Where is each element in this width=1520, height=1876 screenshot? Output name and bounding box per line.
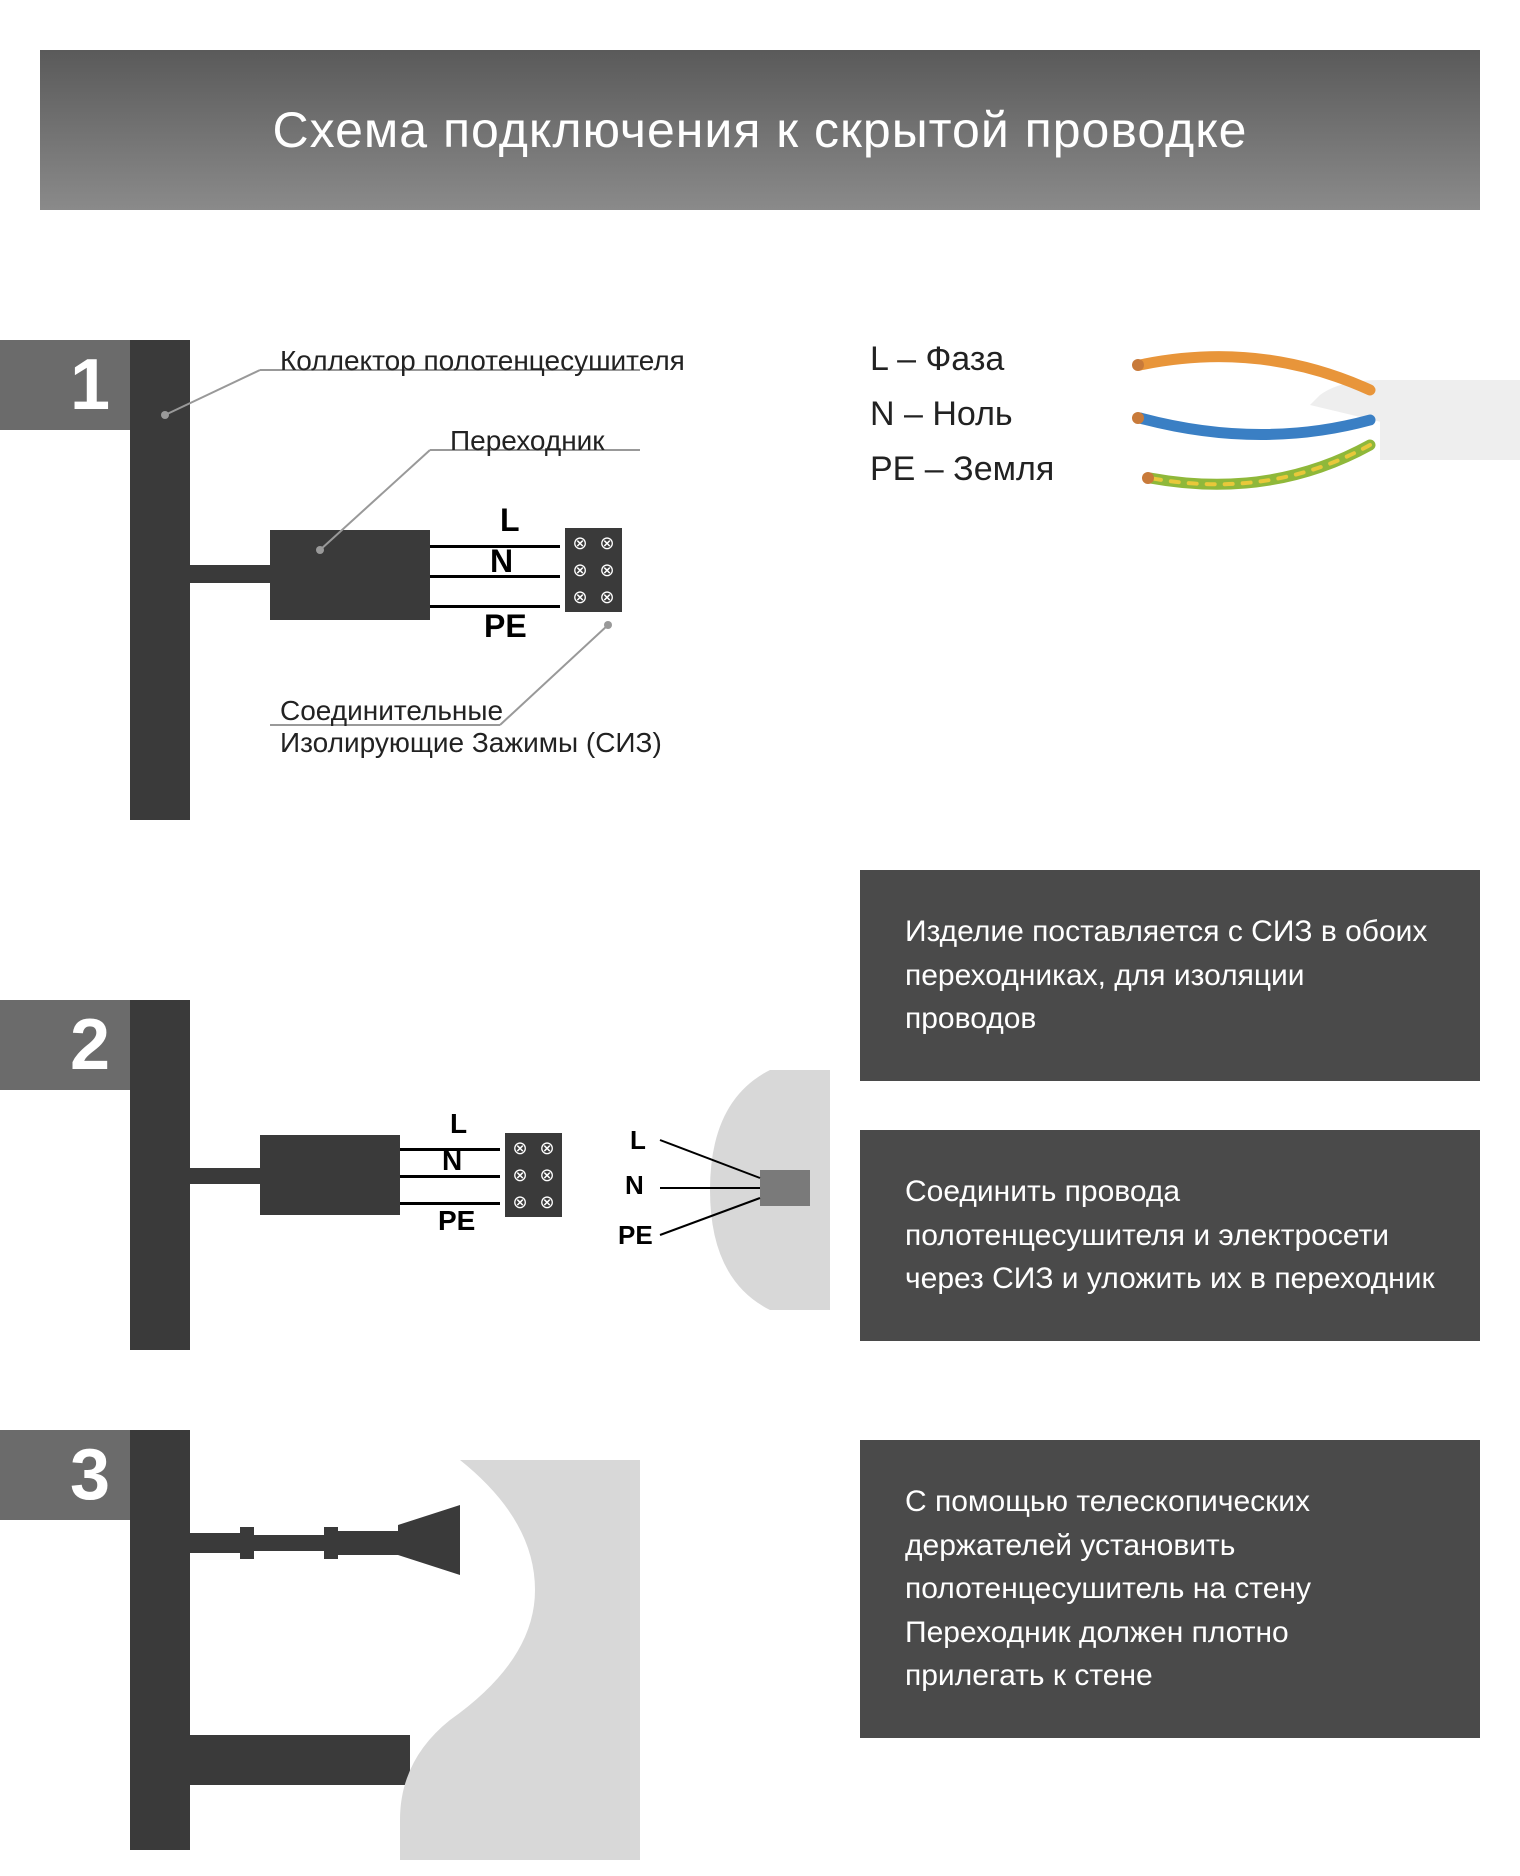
wire-label-N-1: N	[490, 543, 513, 580]
legend-N: N – Ноль	[870, 395, 1013, 434]
wire-label-PE-2: PE	[438, 1205, 475, 1237]
info-box-2: Соединить провода полотенцесушителя и эл…	[860, 1130, 1480, 1341]
connector-rod-1	[190, 565, 270, 583]
collector-bar-2	[130, 1000, 190, 1350]
step-badge-1: 1	[0, 340, 130, 430]
collector-bar-3	[130, 1430, 190, 1850]
collector-bar-1	[130, 340, 190, 820]
header-bar: Схема подключения к скрытой проводке	[40, 50, 1480, 210]
cable-illustration	[1080, 310, 1520, 530]
info-box-1: Изделие поставляется с СИЗ в обоих перех…	[860, 870, 1480, 1081]
step-num-3: 3	[70, 1434, 110, 1516]
step-num-2: 2	[70, 1004, 110, 1086]
step-num-1: 1	[70, 344, 110, 426]
wire-label-PE-1: PE	[484, 608, 527, 645]
wire-label-N-2: N	[442, 1145, 462, 1177]
wall-label-PE: PE	[618, 1220, 653, 1251]
bracket-bottom	[190, 1735, 410, 1785]
adapter-block-1	[270, 530, 430, 620]
wire-label-L-2: L	[450, 1108, 467, 1140]
wire-label-L-1: L	[500, 502, 520, 539]
terminal-block-2: ⊗⊗ ⊗⊗ ⊗⊗	[505, 1133, 562, 1217]
wall-label-L: L	[630, 1125, 646, 1156]
step-badge-3: 3	[0, 1430, 130, 1520]
adapter-block-2	[260, 1135, 400, 1215]
info-box-3: С помощью телескопических держателей уст…	[860, 1440, 1480, 1738]
terminal-block-1: ⊗⊗ ⊗⊗ ⊗⊗	[565, 528, 622, 612]
legend-L: L – Фаза	[870, 340, 1004, 379]
callout-collector: Коллектор полотенцесушителя	[280, 345, 685, 377]
header-title: Схема подключения к скрытой проводке	[273, 101, 1248, 159]
connector-rod-2	[190, 1168, 260, 1184]
callout-siz: Соединительные Изолирующие Зажимы (СИЗ)	[280, 695, 662, 759]
wall-label-N: N	[625, 1170, 644, 1201]
callout-adapter: Переходник	[450, 425, 605, 457]
step-badge-2: 2	[0, 1000, 130, 1090]
legend-PE: PE – Земля	[870, 450, 1054, 489]
wall-step3	[390, 1460, 650, 1860]
